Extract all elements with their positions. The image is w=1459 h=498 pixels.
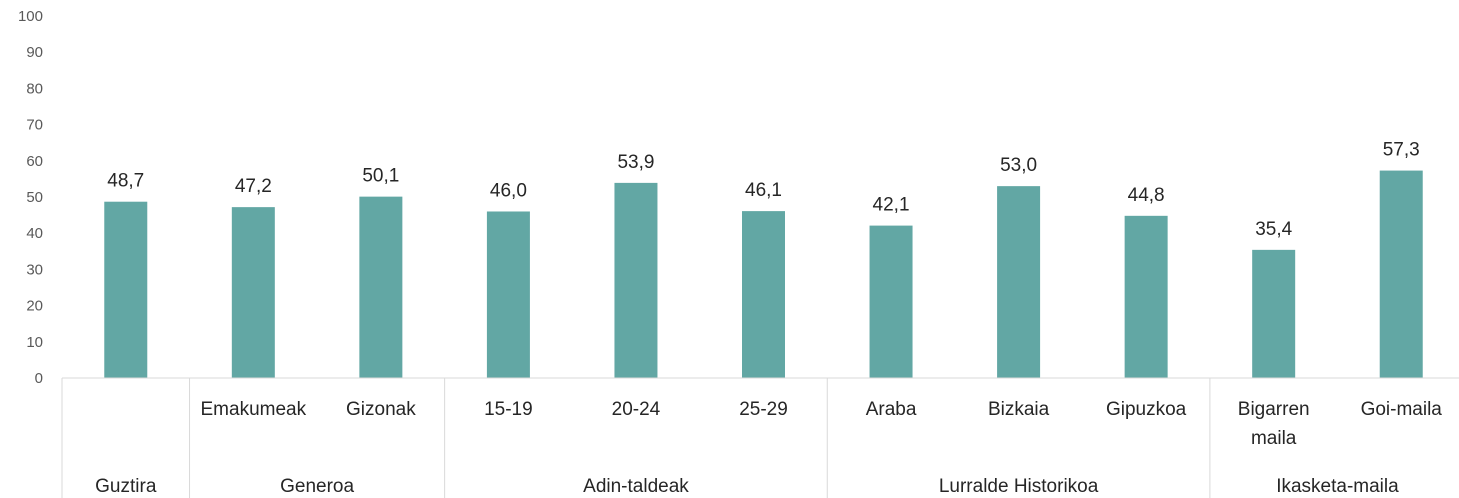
data-label: 35,4 xyxy=(1255,219,1292,240)
data-label: 42,1 xyxy=(873,195,910,216)
bar xyxy=(1379,170,1423,378)
x-axis: Emakumeak Gizonak 15-19 20-24 25-29 Araba Bizk… xyxy=(61,377,1459,498)
data-label: 53,9 xyxy=(617,152,654,173)
y-tick-label: 50 xyxy=(26,189,43,206)
group-label: Guztira xyxy=(95,476,157,497)
bar xyxy=(486,211,530,378)
data-label: 53,0 xyxy=(1000,155,1037,176)
bar xyxy=(104,201,148,378)
bars xyxy=(104,170,1423,378)
y-axis: 0 10 20 30 40 50 60 70 80 90 100 xyxy=(18,8,43,387)
y-tick-label: 10 xyxy=(26,334,43,351)
x-tick-label: Emakumeak xyxy=(201,399,307,420)
x-tick-label: Gizonak xyxy=(346,399,416,420)
y-tick-label: 20 xyxy=(26,298,43,315)
x-tick-label: Araba xyxy=(866,399,917,420)
x-tick-label: Goi-maila xyxy=(1361,399,1443,420)
bar xyxy=(231,207,275,378)
group-label: Ikasketa-maila xyxy=(1276,476,1399,497)
bar xyxy=(742,211,785,378)
group-label: Generoa xyxy=(280,476,354,497)
data-label: 46,0 xyxy=(490,180,527,201)
data-label: 50,1 xyxy=(362,166,399,187)
x-tick-label: Bizkaia xyxy=(988,399,1050,420)
x-tick-label: 25-29 xyxy=(739,399,788,420)
y-tick-label: 60 xyxy=(26,153,43,170)
group-label: Adin-taldeak xyxy=(583,476,689,497)
data-label: 46,1 xyxy=(745,180,782,201)
bar xyxy=(614,182,658,378)
y-tick-label: 80 xyxy=(26,80,43,97)
bar xyxy=(359,196,403,378)
data-label: 47,2 xyxy=(235,176,272,197)
y-tick-label: 100 xyxy=(18,8,43,25)
data-label: 48,7 xyxy=(107,171,144,192)
data-label: 57,3 xyxy=(1383,140,1420,161)
bar xyxy=(869,225,913,378)
x-tick-label: 15-19 xyxy=(484,399,533,420)
x-tick-label: Gipuzkoa xyxy=(1106,399,1187,420)
bar xyxy=(997,186,1041,378)
y-tick-label: 40 xyxy=(26,225,43,242)
bar xyxy=(1252,249,1296,378)
y-tick-label: 70 xyxy=(26,117,43,134)
x-tick-label: maila xyxy=(1251,428,1297,449)
y-tick-label: 0 xyxy=(35,370,43,387)
y-tick-label: 90 xyxy=(26,44,43,61)
bar xyxy=(1124,215,1168,378)
data-labels: 48,7 47,2 50,1 46,0 53,9 46,1 42,1 53,0 44,8 35,4… xyxy=(107,140,1419,240)
x-tick-label: 20-24 xyxy=(612,399,661,420)
x-tick-label: Bigarren xyxy=(1238,399,1310,420)
y-tick-label: 30 xyxy=(26,261,43,278)
data-label: 44,8 xyxy=(1128,185,1165,206)
group-label: Lurralde Historikoa xyxy=(939,476,1099,497)
